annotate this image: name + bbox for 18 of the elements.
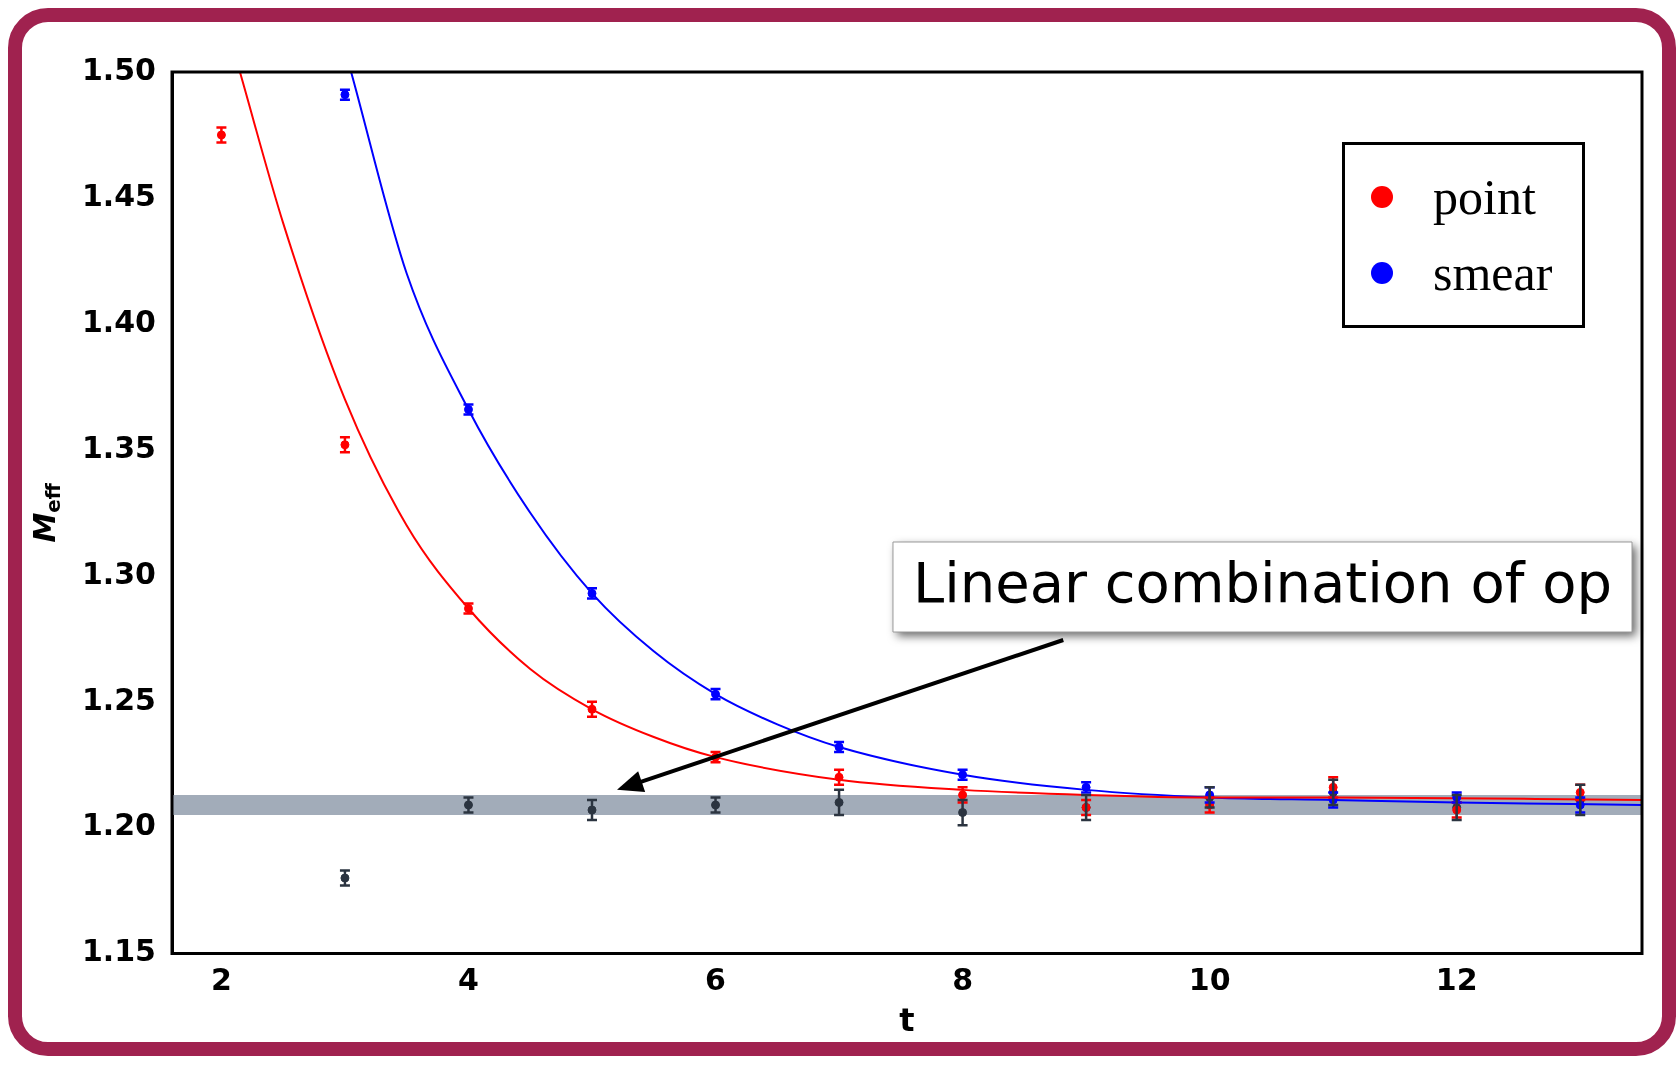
y-tick-label: 1.25 [81,681,156,717]
y-axis-title: Meff [26,482,66,543]
x-tick-label: 4 [458,962,479,998]
y-tick-label: 1.50 [81,51,156,87]
x-tick-label: 8 [952,962,974,998]
x-tick-label: 10 [1188,962,1231,998]
y-tick-label: 1.40 [81,303,156,339]
y-tick-label: 1.45 [81,177,156,213]
y-tick-label: 1.30 [81,555,156,591]
legend-label: point [1433,168,1536,227]
legend-label: smear [1433,244,1553,303]
x-tick-label: 2 [210,962,232,998]
y-tick-label: 1.35 [81,429,156,465]
x-axis-title: t [899,1001,915,1040]
x-tick-label: 6 [705,962,726,998]
x-tick-label: 12 [1435,962,1478,998]
y-tick-label: 1.20 [81,807,156,843]
y-tick-label: 1.15 [81,933,156,969]
